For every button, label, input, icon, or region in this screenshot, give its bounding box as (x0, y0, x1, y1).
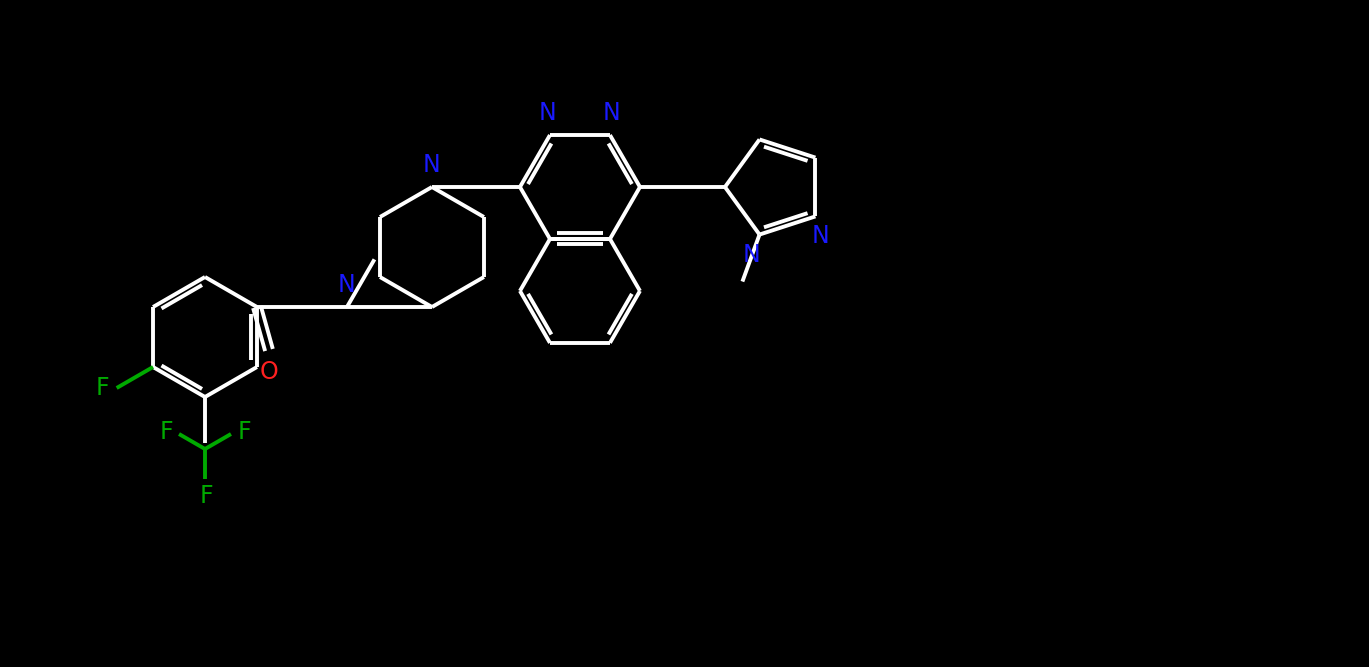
Text: F: F (96, 376, 110, 400)
Text: N: N (604, 101, 620, 125)
Text: F: F (237, 420, 251, 444)
Text: N: N (338, 273, 356, 297)
Text: N: N (742, 243, 760, 267)
Text: F: F (199, 484, 212, 508)
Text: F: F (159, 420, 172, 444)
Text: N: N (539, 101, 557, 125)
Text: N: N (423, 153, 441, 177)
Text: O: O (260, 360, 278, 384)
Text: N: N (812, 224, 830, 248)
